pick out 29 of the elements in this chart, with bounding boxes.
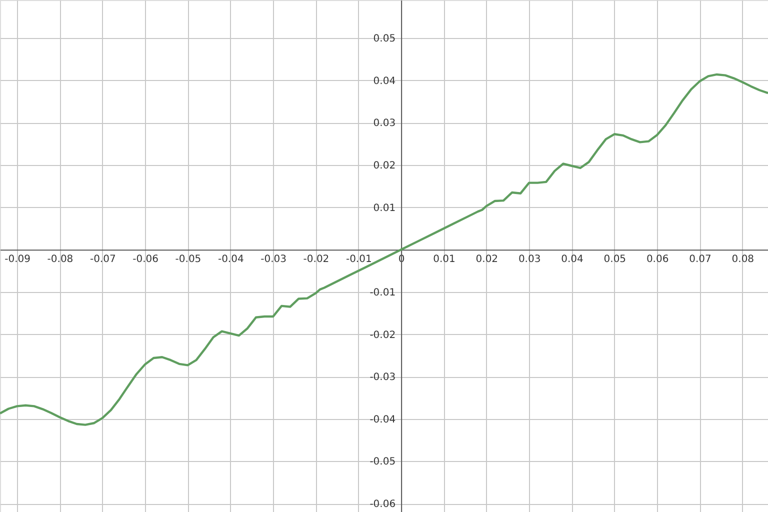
x-tick-label: 0.06 xyxy=(646,254,669,266)
x-tick-label: 0.02 xyxy=(476,254,498,266)
y-tick-label: -0.05 xyxy=(370,456,396,468)
x-tick-label: 0.04 xyxy=(561,254,584,266)
y-tick-label: -0.06 xyxy=(370,499,396,510)
x-tick-label: 0.07 xyxy=(689,254,712,266)
y-tick-label: 0.01 xyxy=(373,202,396,214)
line-series xyxy=(0,73,768,426)
y-tick-label: 0.04 xyxy=(373,76,396,87)
x-tick-label: -0.03 xyxy=(260,254,287,266)
x-tick-label: -0.04 xyxy=(218,254,244,266)
y-tick-label: -0.04 xyxy=(370,414,396,426)
x-tick-label: -0.09 xyxy=(4,254,31,266)
x-tick-label: -0.02 xyxy=(303,254,330,266)
y-tick-label: -0.02 xyxy=(370,330,396,341)
x-tick-label: -0.07 xyxy=(90,254,116,266)
x-tick-label: 0.08 xyxy=(732,254,754,266)
x-tick-label: -0.01 xyxy=(346,254,372,266)
x-tick-label: 0.01 xyxy=(433,254,456,266)
y-tick-label: -0.01 xyxy=(370,287,396,298)
x-tick-label: 0.03 xyxy=(518,254,541,266)
x-tick-label: -0.05 xyxy=(175,254,202,266)
x-tick-label: 0.05 xyxy=(604,254,626,266)
y-tick-label: -0.03 xyxy=(370,372,396,384)
y-tick-label: 0.02 xyxy=(373,160,396,172)
y-tick-label: 0.03 xyxy=(373,118,396,130)
x-tick-label: -0.06 xyxy=(132,254,159,266)
x-tick-label: -0.08 xyxy=(47,254,74,266)
y-tick-label: 0.05 xyxy=(373,34,396,45)
